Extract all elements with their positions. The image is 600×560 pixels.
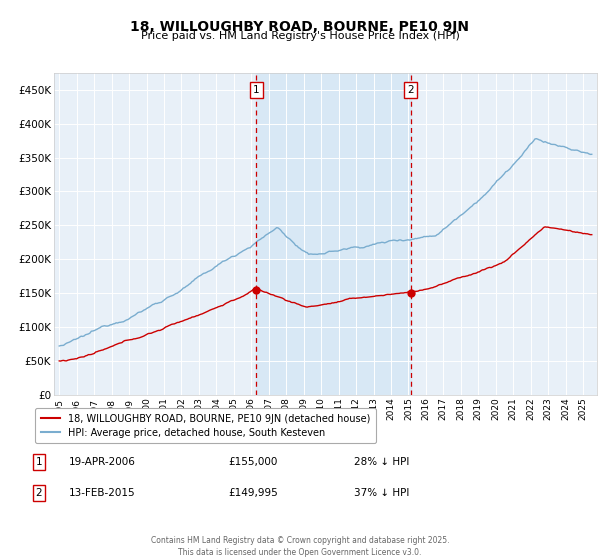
Text: Contains HM Land Registry data © Crown copyright and database right 2025.
This d: Contains HM Land Registry data © Crown c… [151, 536, 449, 557]
Text: 13-FEB-2015: 13-FEB-2015 [69, 488, 136, 498]
Text: 37% ↓ HPI: 37% ↓ HPI [354, 488, 409, 498]
Text: £149,995: £149,995 [228, 488, 278, 498]
Text: 18, WILLOUGHBY ROAD, BOURNE, PE10 9JN: 18, WILLOUGHBY ROAD, BOURNE, PE10 9JN [131, 20, 470, 34]
Text: 1: 1 [253, 85, 260, 95]
Text: 1: 1 [35, 457, 43, 467]
Text: 19-APR-2006: 19-APR-2006 [69, 457, 136, 467]
Text: £155,000: £155,000 [228, 457, 277, 467]
Text: 2: 2 [407, 85, 414, 95]
Text: Price paid vs. HM Land Registry's House Price Index (HPI): Price paid vs. HM Land Registry's House … [140, 31, 460, 41]
Legend: 18, WILLOUGHBY ROAD, BOURNE, PE10 9JN (detached house), HPI: Average price, deta: 18, WILLOUGHBY ROAD, BOURNE, PE10 9JN (d… [35, 408, 376, 444]
Text: 28% ↓ HPI: 28% ↓ HPI [354, 457, 409, 467]
Text: 2: 2 [35, 488, 43, 498]
Bar [256, 73, 410, 395]
